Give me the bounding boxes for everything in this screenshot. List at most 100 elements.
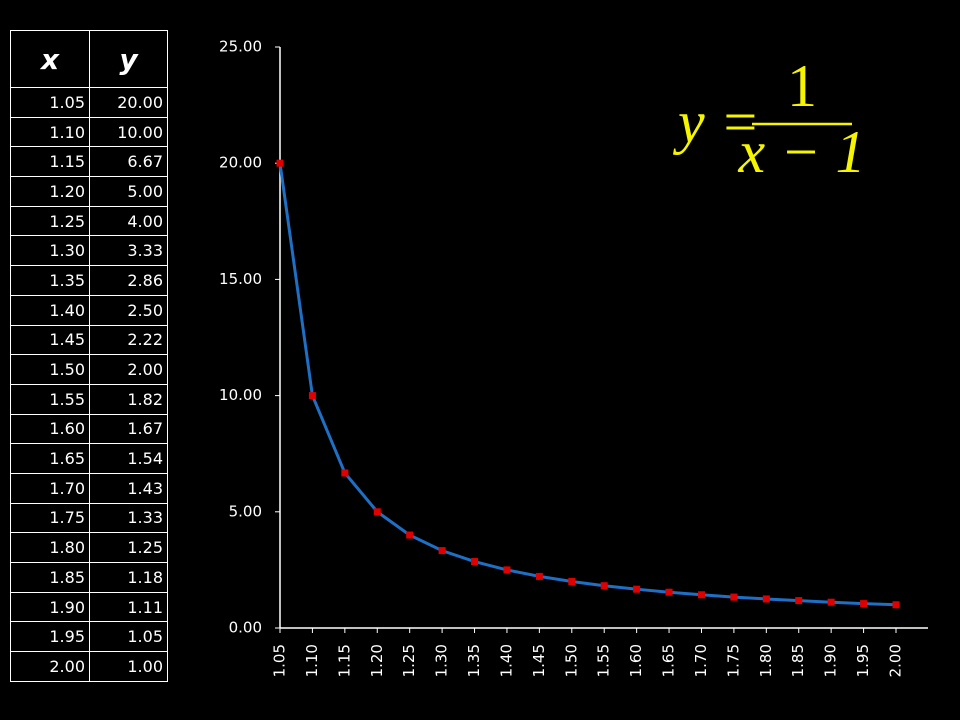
table-cell: 20.00 [89,87,168,118]
header-cell: y [89,30,168,88]
table-row: 1.10 10.00 [10,116,168,148]
table-cell: 1.90 [10,591,90,623]
table-row: 1.15 6.67 [10,146,168,178]
equation-denominator: x − 1 [737,119,865,185]
table-cell: 1.82 [89,383,168,415]
table-cell: 1.85 [10,562,90,593]
table-cell: 1.20 [10,176,90,207]
x-tick-label: 1.40 [497,644,515,677]
y-tick-label: 0.00 [229,619,262,637]
marker [308,392,316,400]
y-tick-label: 25.00 [219,38,262,56]
table-cell: 1.40 [10,294,90,326]
equation-left: y = [672,89,760,155]
table-row: 1.20 5.00 [10,176,168,207]
x-tick-label: 1.45 [530,644,548,677]
table-row: 1.90 1.11 [10,591,168,623]
equation-numerator: 1 [787,53,817,119]
table-cell: 2.22 [89,324,168,356]
series-line [278,162,897,607]
y-tick-label: 10.00 [219,386,262,404]
marker [341,469,349,477]
table-cell: 5.00 [89,176,168,207]
table-row: 1.40 2.50 [10,294,168,326]
table-cell: 1.18 [89,562,168,593]
marker [860,600,868,608]
table-cell: 1.65 [10,443,90,474]
table-cell: 1.25 [10,205,90,237]
table-cell: 1.75 [10,502,90,534]
x-tick-label: 1.20 [368,644,386,677]
marker [633,585,641,593]
table-cell: 2.86 [89,265,168,296]
table-cell: 1.60 [10,413,90,445]
table-cell: 1.80 [10,532,90,563]
marker [730,593,738,601]
marker [406,531,414,539]
table-cell: 1.25 [89,532,168,563]
y-tick-label: 5.00 [229,502,262,520]
x-tick-label: 1.30 [433,644,451,677]
marker [600,582,608,590]
x-tick-label: 1.90 [822,644,840,677]
marker [276,159,284,167]
x-tick-label: 1.65 [660,644,678,677]
x-tick-label: 1.50 [562,644,580,677]
table-row: 2.00 1.00 [10,651,168,682]
x-tick-label: 1.15 [335,644,353,677]
table-row: 1.55 1.82 [10,383,168,415]
x-tick-label: 1.95 [854,644,872,677]
marker [827,598,835,606]
table-row: 1.05 20.00 [10,87,168,118]
x-tick-label: 1.05 [271,644,289,677]
x-tick-label: 1.25 [400,644,418,677]
marker [503,566,511,574]
table-cell: 2.00 [10,651,90,682]
header-cell: x [10,30,90,88]
table-cell: 10.00 [89,116,168,148]
table-cell: 1.50 [10,354,90,385]
marker [795,597,803,605]
table-row: 1.80 1.25 [10,532,168,563]
table-cell: 1.33 [89,502,168,534]
table-row: 1.75 1.33 [10,502,168,534]
marker [373,508,381,516]
marker [535,572,543,580]
x-tick-label: 1.70 [692,644,710,677]
table-row: 1.85 1.18 [10,562,168,593]
marker [568,578,576,586]
table-row: 1.30 3.33 [10,235,168,267]
table-cell: 1.05 [89,621,168,653]
table-row: 1.60 1.67 [10,413,168,445]
x-tick-label: 1.85 [789,644,807,677]
table-row: 1.95 1.05 [10,621,168,653]
y-tick-label: 15.00 [219,270,262,288]
table-cell: 1.70 [10,472,90,504]
x-tick-label: 1.10 [303,644,321,677]
x-tick-label: 2.00 [887,644,905,677]
table-row: 1.70 1.43 [10,472,168,504]
table-cell: 1.95 [10,621,90,653]
y-tick-label: 20.00 [219,154,262,172]
table-cell: 6.67 [89,146,168,178]
x-tick-label: 1.60 [627,644,645,677]
table-cell: 1.15 [10,146,90,178]
marker [471,558,479,566]
x-tick-label: 1.35 [465,644,483,677]
table-cell: 1.43 [89,472,168,504]
table-cell: 1.35 [10,265,90,296]
table-row: 1.65 1.54 [10,443,168,474]
marker [762,595,770,603]
table-cell: 4.00 [89,205,168,237]
table-row: 1.25 4.00 [10,205,168,237]
table-cell: 3.33 [89,235,168,267]
x-tick-label: 1.55 [595,644,613,677]
marker [892,601,900,609]
x-tick-label: 1.80 [757,644,775,677]
table-cell: 1.54 [89,443,168,474]
table-row: 1.50 2.00 [10,354,168,385]
table-cell: 1.11 [89,591,168,623]
